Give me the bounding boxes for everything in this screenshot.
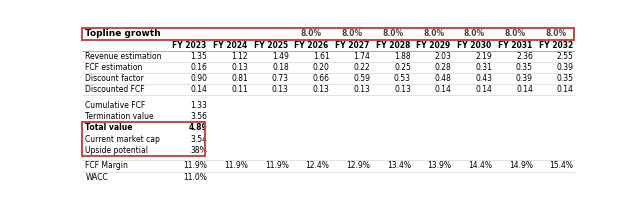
Text: FY 2028: FY 2028 (376, 41, 410, 50)
Text: 0.13: 0.13 (353, 85, 370, 94)
Text: 8.0%: 8.0% (545, 30, 566, 38)
Text: 0.53: 0.53 (394, 74, 411, 83)
Text: Total value: Total value (85, 123, 133, 132)
Text: 0.73: 0.73 (272, 74, 289, 83)
Text: 2.03: 2.03 (435, 52, 452, 61)
Text: 0.14: 0.14 (476, 85, 492, 94)
Text: FY 2027: FY 2027 (335, 41, 369, 50)
Text: 8.0%: 8.0% (423, 30, 444, 38)
Text: 11.9%: 11.9% (265, 161, 289, 171)
Text: 0.48: 0.48 (435, 74, 452, 83)
Text: 0.22: 0.22 (353, 63, 370, 72)
Text: 1.12: 1.12 (232, 52, 248, 61)
Text: 0.39: 0.39 (557, 63, 573, 72)
Text: 11.9%: 11.9% (224, 161, 248, 171)
Text: 0.90: 0.90 (191, 74, 207, 83)
Text: 0.25: 0.25 (394, 63, 411, 72)
Text: WACC: WACC (85, 173, 108, 182)
Text: 0.13: 0.13 (394, 85, 411, 94)
Text: 3.54: 3.54 (191, 135, 207, 143)
Text: 1.88: 1.88 (394, 52, 411, 61)
Text: Revenue estimation: Revenue estimation (85, 52, 162, 61)
Text: Termination value: Termination value (85, 112, 154, 121)
Text: 0.35: 0.35 (516, 63, 533, 72)
Text: FCF estimation: FCF estimation (85, 63, 143, 72)
Text: FY 2025: FY 2025 (254, 41, 288, 50)
Bar (83, 122, 205, 156)
Text: 8.0%: 8.0% (342, 30, 363, 38)
Text: Cumulative FCF: Cumulative FCF (85, 101, 146, 110)
Text: FY 2031: FY 2031 (498, 41, 532, 50)
Text: 1.74: 1.74 (353, 52, 370, 61)
Text: 13.4%: 13.4% (387, 161, 411, 171)
Text: 0.43: 0.43 (476, 74, 492, 83)
Text: 0.31: 0.31 (476, 63, 492, 72)
Text: 0.16: 0.16 (191, 63, 207, 72)
Bar (83, 28, 575, 39)
Text: 14.4%: 14.4% (468, 161, 492, 171)
Text: FY 2029: FY 2029 (417, 41, 451, 50)
Text: 0.66: 0.66 (312, 74, 330, 83)
Text: 2.55: 2.55 (557, 52, 573, 61)
Text: 11.0%: 11.0% (184, 173, 207, 182)
Text: 12.9%: 12.9% (346, 161, 370, 171)
Text: 1.61: 1.61 (313, 52, 330, 61)
Text: 14.9%: 14.9% (509, 161, 533, 171)
Text: Current market cap: Current market cap (85, 135, 160, 143)
Text: 0.13: 0.13 (231, 63, 248, 72)
Text: 0.59: 0.59 (353, 74, 370, 83)
Text: 13.9%: 13.9% (428, 161, 452, 171)
Text: 0.81: 0.81 (232, 74, 248, 83)
Text: 3.56: 3.56 (191, 112, 207, 121)
Text: 0.14: 0.14 (191, 85, 207, 94)
Text: 8.0%: 8.0% (301, 30, 322, 38)
Text: FCF Margin: FCF Margin (85, 161, 128, 171)
Text: 12.4%: 12.4% (306, 161, 330, 171)
Text: Topline growth: Topline growth (85, 30, 161, 38)
Text: 1.33: 1.33 (191, 101, 207, 110)
Text: 8.0%: 8.0% (504, 30, 525, 38)
Text: 0.11: 0.11 (232, 85, 248, 94)
Text: 1.49: 1.49 (272, 52, 289, 61)
Text: Discount factor: Discount factor (85, 74, 144, 83)
Text: 15.4%: 15.4% (550, 161, 573, 171)
Text: 2.19: 2.19 (476, 52, 492, 61)
Text: 0.14: 0.14 (557, 85, 573, 94)
Text: 0.28: 0.28 (435, 63, 452, 72)
Text: 4.89: 4.89 (189, 123, 207, 132)
Text: 0.20: 0.20 (313, 63, 330, 72)
Text: 0.13: 0.13 (272, 85, 289, 94)
Text: 2.36: 2.36 (516, 52, 533, 61)
Text: 11.9%: 11.9% (184, 161, 207, 171)
Text: Upside potential: Upside potential (85, 146, 148, 155)
Text: 0.14: 0.14 (435, 85, 452, 94)
Text: 1.35: 1.35 (191, 52, 207, 61)
Text: 0.35: 0.35 (557, 74, 573, 83)
Text: FY 2032: FY 2032 (538, 41, 573, 50)
Text: FY 2024: FY 2024 (213, 41, 247, 50)
Text: Discounted FCF: Discounted FCF (85, 85, 145, 94)
Text: 0.18: 0.18 (272, 63, 289, 72)
Text: 0.39: 0.39 (516, 74, 533, 83)
Text: FY 2026: FY 2026 (294, 41, 329, 50)
Text: 0.13: 0.13 (313, 85, 330, 94)
Text: 0.14: 0.14 (516, 85, 533, 94)
Text: 8.0%: 8.0% (464, 30, 485, 38)
Text: FY 2030: FY 2030 (457, 41, 492, 50)
Text: 38%: 38% (191, 146, 207, 155)
Text: FY 2023: FY 2023 (172, 41, 207, 50)
Text: 8.0%: 8.0% (382, 30, 403, 38)
